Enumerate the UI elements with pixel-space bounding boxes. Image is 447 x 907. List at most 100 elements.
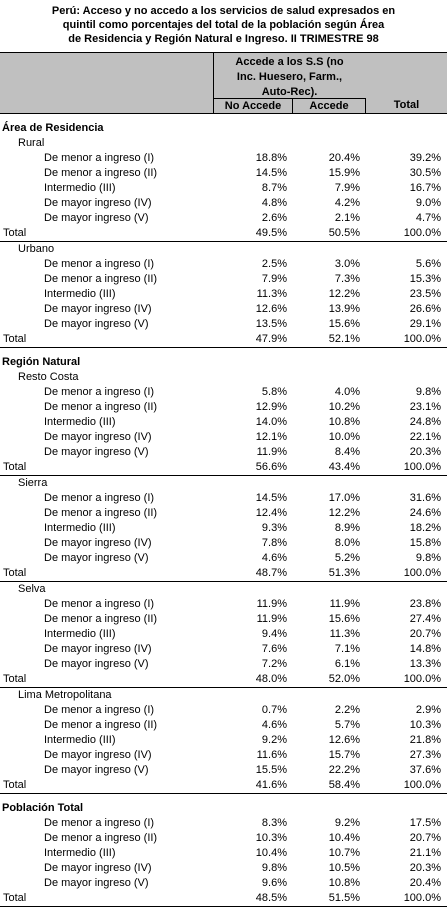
header-total: Total <box>365 98 447 113</box>
cell-accede: 10.8% <box>328 877 360 889</box>
cell-accede: 51.3% <box>328 567 360 579</box>
cell-no-accede: 48.5% <box>255 892 287 904</box>
cell-total: 24.6% <box>409 507 441 519</box>
table-row: De menor a ingreso (I) 11.9% 11.9% 23.8% <box>0 597 447 612</box>
cell-total: 39.2% <box>409 152 441 164</box>
cell-total: 20.4% <box>409 877 441 889</box>
cell-total: 4.7% <box>415 212 441 224</box>
cell-total: 27.3% <box>409 749 441 761</box>
cell-total: 13.3% <box>409 658 441 670</box>
cell-total: 24.8% <box>409 416 441 428</box>
cell-no-accede: 2.6% <box>261 212 287 224</box>
group-title-label: Selva <box>18 583 46 595</box>
table-row: De mayor ingreso (V) 2.6% 2.1% 4.7% <box>0 211 447 226</box>
cell-total: 10.3% <box>409 719 441 731</box>
group-title-label: Resto Costa <box>18 371 79 383</box>
total-row: Total 56.6% 43.4% 100.0% <box>0 460 447 476</box>
total-row: Total 49.5% 50.5% 100.0% <box>0 226 447 242</box>
table-row: De menor a ingreso (II) 14.5% 15.9% 30.5% <box>0 166 447 181</box>
cell-accede: 50.5% <box>328 227 360 239</box>
cell-total: 100.0% <box>403 673 441 685</box>
cell-no-accede: 7.9% <box>261 273 287 285</box>
cell-accede: 51.5% <box>328 892 360 904</box>
table-row: De mayor ingreso (IV) 12.6% 13.9% 26.6% <box>0 302 447 317</box>
total-row: Total 48.0% 52.0% 100.0% <box>0 672 447 688</box>
cell-accede: 10.2% <box>328 401 360 413</box>
total-row-label: Total <box>3 673 27 685</box>
cell-no-accede: 0.7% <box>261 704 287 716</box>
table-row: De mayor ingreso (V) 4.6% 5.2% 9.8% <box>0 551 447 566</box>
cell-no-accede: 11.9% <box>256 598 287 610</box>
cell-accede: 10.0% <box>328 431 360 443</box>
cell-total: 100.0% <box>403 892 441 904</box>
table-row-label: De menor a ingreso (II) <box>44 832 158 844</box>
cell-no-accede: 56.6% <box>255 461 287 473</box>
table-row: Intermedio (III) 9.2% 12.6% 21.8% <box>0 733 447 748</box>
cell-no-accede: 11.3% <box>256 288 287 300</box>
cell-accede: 8.9% <box>334 522 360 534</box>
cell-accede: 15.7% <box>328 749 360 761</box>
cell-total: 17.5% <box>409 817 441 829</box>
group-title: Selva <box>0 582 447 597</box>
cell-no-accede: 14.5% <box>255 492 287 504</box>
header-group-line-3: Auto-Rec). <box>261 86 318 98</box>
cell-no-accede: 8.3% <box>261 817 287 829</box>
total-row-label: Total <box>3 892 27 904</box>
cell-no-accede: 9.6% <box>261 877 287 889</box>
cell-accede: 4.2% <box>334 197 360 209</box>
table-row: De mayor ingreso (IV) 4.8% 4.2% 9.0% <box>0 196 447 211</box>
total-row: Total 48.7% 51.3% 100.0% <box>0 566 447 582</box>
cell-accede: 3.0% <box>334 258 360 270</box>
table-header: Accede a los S.S (no Inc. Huesero, Farm.… <box>0 52 447 114</box>
table-row: De mayor ingreso (IV) 7.6% 7.1% 14.8% <box>0 642 447 657</box>
header-group-line-2: Inc. Huesero, Farm., <box>236 71 343 83</box>
table-row-label: Intermedio (III) <box>44 182 116 194</box>
cell-no-accede: 9.8% <box>261 862 287 874</box>
cell-no-accede: 12.9% <box>255 401 287 413</box>
title-line-1: Perú: Acceso y no accedo a los servicios… <box>51 5 396 17</box>
table-row-label: De menor a ingreso (I) <box>44 598 155 610</box>
cell-total: 31.6% <box>409 492 441 504</box>
cell-accede: 7.1% <box>334 643 360 655</box>
table-row: Intermedio (III) 9.4% 11.3% 20.7% <box>0 627 447 642</box>
cell-accede: 12.2% <box>328 288 360 300</box>
table-row: De mayor ingreso (IV) 11.6% 15.7% 27.3% <box>0 748 447 763</box>
cell-no-accede: 49.5% <box>255 227 287 239</box>
total-row: Total 47.9% 52.1% 100.0% <box>0 332 447 348</box>
page-title: Perú: Acceso y no accedo a los servicios… <box>0 0 447 52</box>
cell-no-accede: 9.3% <box>261 522 287 534</box>
section-title-label: Región Natural <box>2 356 81 368</box>
table-row: De mayor ingreso (V) 7.2% 6.1% 13.3% <box>0 657 447 672</box>
cell-no-accede: 10.3% <box>255 832 287 844</box>
cell-accede: 52.0% <box>328 673 360 685</box>
cell-no-accede: 41.6% <box>255 779 287 791</box>
cell-total: 26.6% <box>409 303 441 315</box>
cell-no-accede: 8.7% <box>261 182 287 194</box>
table-row-label: De mayor ingreso (V) <box>44 764 149 776</box>
table-row-label: De mayor ingreso (IV) <box>44 862 152 874</box>
table-row: De menor a ingreso (I) 18.8% 20.4% 39.2% <box>0 151 447 166</box>
cell-total: 100.0% <box>403 227 441 239</box>
cell-no-accede: 9.4% <box>261 628 287 640</box>
cell-total: 20.7% <box>409 832 441 844</box>
cell-accede: 5.7% <box>334 719 360 731</box>
table-row-label: De mayor ingreso (V) <box>44 446 149 458</box>
table-row-label: De menor a ingreso (I) <box>44 704 155 716</box>
group-title-label: Sierra <box>18 477 48 489</box>
total-row-label: Total <box>3 227 27 239</box>
table-row: Intermedio (III) 9.3% 8.9% 18.2% <box>0 521 447 536</box>
cell-accede: 4.0% <box>334 386 360 398</box>
header-group-cell: Accede a los S.S (no Inc. Huesero, Farm.… <box>213 53 365 99</box>
table-row: De menor a ingreso (I) 8.3% 9.2% 17.5% <box>0 816 447 831</box>
cell-accede: 17.0% <box>328 492 360 504</box>
cell-no-accede: 11.9% <box>256 613 287 625</box>
cell-total: 23.5% <box>409 288 441 300</box>
table-row-label: Intermedio (III) <box>44 628 116 640</box>
cell-accede: 10.4% <box>328 832 360 844</box>
table-row-label: De menor a ingreso (II) <box>44 167 158 179</box>
cell-accede: 12.6% <box>328 734 360 746</box>
table-row-label: De menor a ingreso (II) <box>44 273 158 285</box>
cell-no-accede: 14.0% <box>255 416 287 428</box>
cell-accede: 58.4% <box>328 779 360 791</box>
cell-no-accede: 7.6% <box>261 643 287 655</box>
